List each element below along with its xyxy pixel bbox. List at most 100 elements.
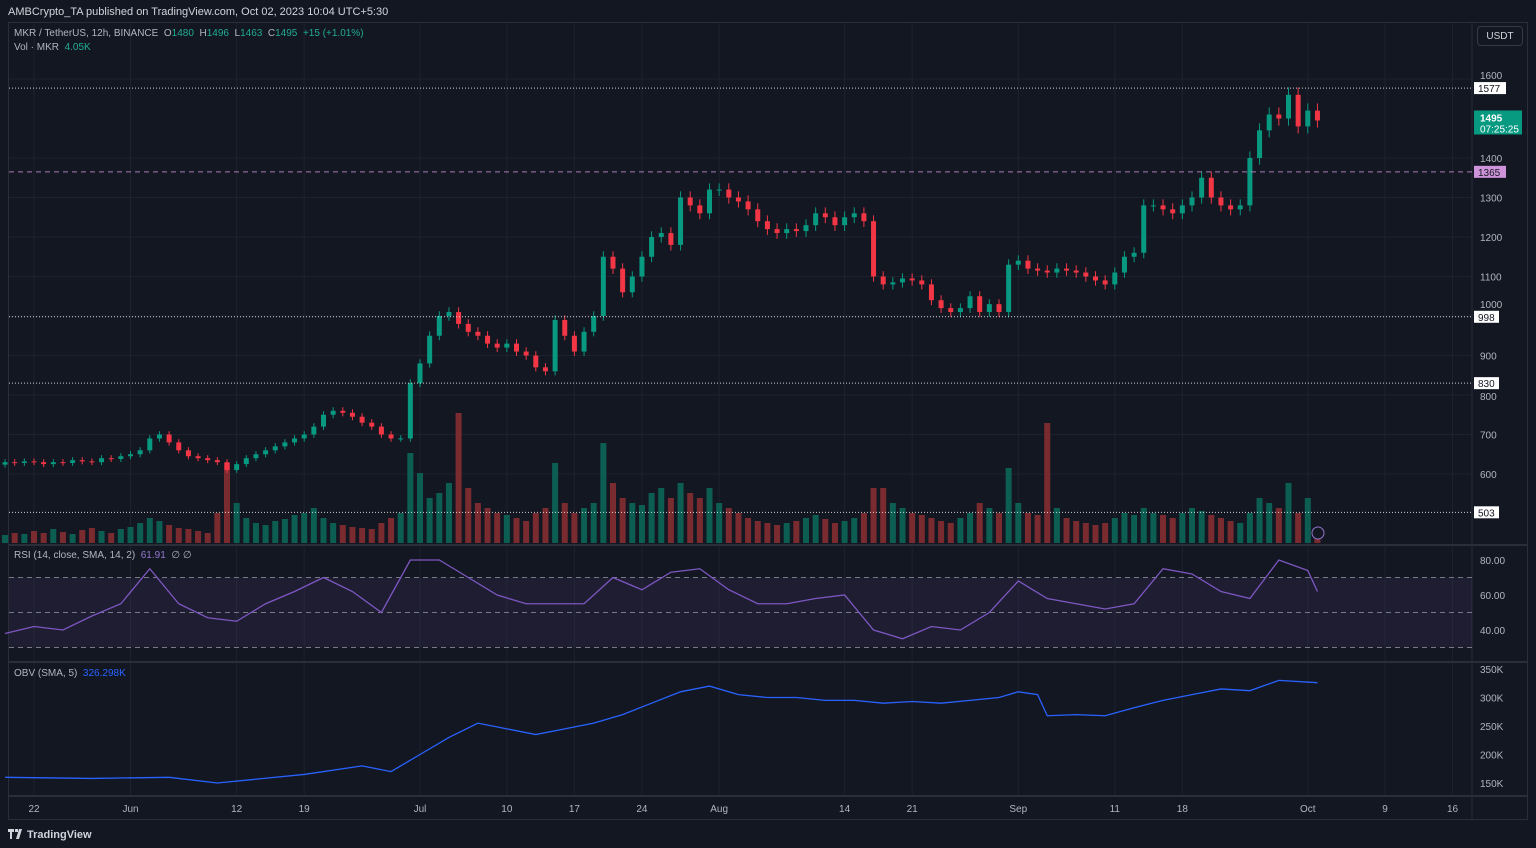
volume-bar (1005, 468, 1012, 543)
volume-bar (745, 518, 752, 543)
volume-bar (1227, 521, 1234, 543)
candle (1199, 177, 1205, 198)
candle (591, 316, 597, 332)
level-price-label: 1365 (1478, 168, 1501, 179)
candle (822, 213, 828, 218)
volume-bar (378, 523, 385, 543)
volume-bar (272, 521, 279, 543)
volume-bar (494, 513, 501, 543)
volume-bar (706, 488, 713, 543)
volume-bar (1092, 525, 1099, 543)
volume-bar (542, 508, 549, 543)
candle (407, 383, 413, 439)
volume-bar (474, 503, 481, 543)
time-axis-label: 16 (1447, 804, 1459, 815)
candle (1121, 256, 1127, 273)
volume-bar (774, 525, 781, 543)
volume-bar (1053, 508, 1060, 543)
candle (928, 284, 934, 301)
candle (243, 458, 249, 465)
volume-bar (581, 508, 588, 543)
volume-bar (11, 533, 18, 543)
volume-bar (1169, 518, 1176, 543)
candle (1170, 209, 1176, 214)
candle (504, 343, 510, 348)
volume-bar (938, 521, 945, 543)
volume-bar (88, 528, 95, 543)
candle (1247, 158, 1253, 206)
symbol-name[interactable]: MKR / TetherUS, 12h, BINANCE (14, 28, 159, 39)
candle (214, 460, 220, 463)
volume-bar (667, 498, 674, 543)
candle (137, 450, 143, 455)
candle (176, 442, 182, 451)
candle (1237, 205, 1243, 210)
volume-bar (957, 518, 964, 543)
currency-button[interactable]: USDT (1477, 26, 1523, 46)
candle (195, 456, 201, 459)
volume-bar (610, 483, 616, 543)
candle (600, 256, 606, 316)
volume-bar (600, 443, 607, 543)
volume-bar (1237, 523, 1244, 543)
candle (726, 189, 732, 198)
candle (871, 221, 877, 277)
candle (678, 197, 684, 245)
candle (398, 438, 404, 440)
volume-bar (1034, 515, 1041, 543)
candle (494, 343, 500, 348)
volume-bar (388, 518, 395, 543)
volume-bar (465, 488, 472, 543)
volume-bar (851, 518, 858, 543)
candle (1150, 205, 1156, 207)
volume-bar (233, 503, 240, 543)
volume-bar (1179, 513, 1186, 543)
time-axis-label: 17 (569, 804, 581, 815)
last-price-tag (1474, 110, 1522, 135)
volume-label[interactable]: Vol · MKR (14, 42, 60, 53)
candle (89, 461, 95, 463)
time-axis-label: 9 (1382, 804, 1388, 815)
candle (668, 233, 674, 245)
obv-axis-label: 200K (1480, 751, 1504, 762)
volume-bar (417, 473, 423, 543)
volume-bar (484, 508, 491, 543)
candle (1314, 110, 1320, 121)
candle (1112, 272, 1118, 285)
volume-bar (281, 519, 288, 543)
volume-bar (301, 513, 308, 543)
candle (1276, 114, 1282, 119)
volume-bar (262, 525, 269, 543)
volume-bar (1285, 483, 1292, 543)
volume-bar (976, 503, 983, 543)
candle (542, 367, 548, 372)
obv-label[interactable]: OBV (SMA, 5) (14, 668, 78, 679)
candle (813, 213, 819, 226)
volume-bar (793, 521, 800, 543)
obv-axis-label: 150K (1480, 779, 1504, 790)
volume-bar (523, 521, 530, 543)
candle (31, 461, 37, 463)
volume-bar (59, 532, 66, 543)
volume-bar (175, 528, 182, 543)
rsi-label[interactable]: RSI (14, close, SMA, 14, 2) (14, 550, 136, 561)
volume-bar (696, 498, 703, 543)
volume-bar (1304, 498, 1311, 543)
rsi-value: 61.91 (140, 550, 166, 561)
obv-axis-label: 300K (1480, 694, 1504, 705)
volume-bar (812, 515, 819, 543)
close-label: C (267, 28, 276, 39)
time-axis-label: Sep (1009, 804, 1027, 815)
volume-bar (552, 463, 559, 543)
candle (417, 363, 423, 384)
volume-bar (214, 513, 221, 543)
obv-line (5, 679, 1318, 784)
candle (938, 300, 944, 309)
candle (60, 462, 66, 464)
candle (349, 412, 355, 417)
candle (108, 458, 114, 460)
candle (465, 323, 471, 332)
time-axis-label: 18 (1177, 804, 1189, 815)
volume-bar (928, 518, 935, 543)
